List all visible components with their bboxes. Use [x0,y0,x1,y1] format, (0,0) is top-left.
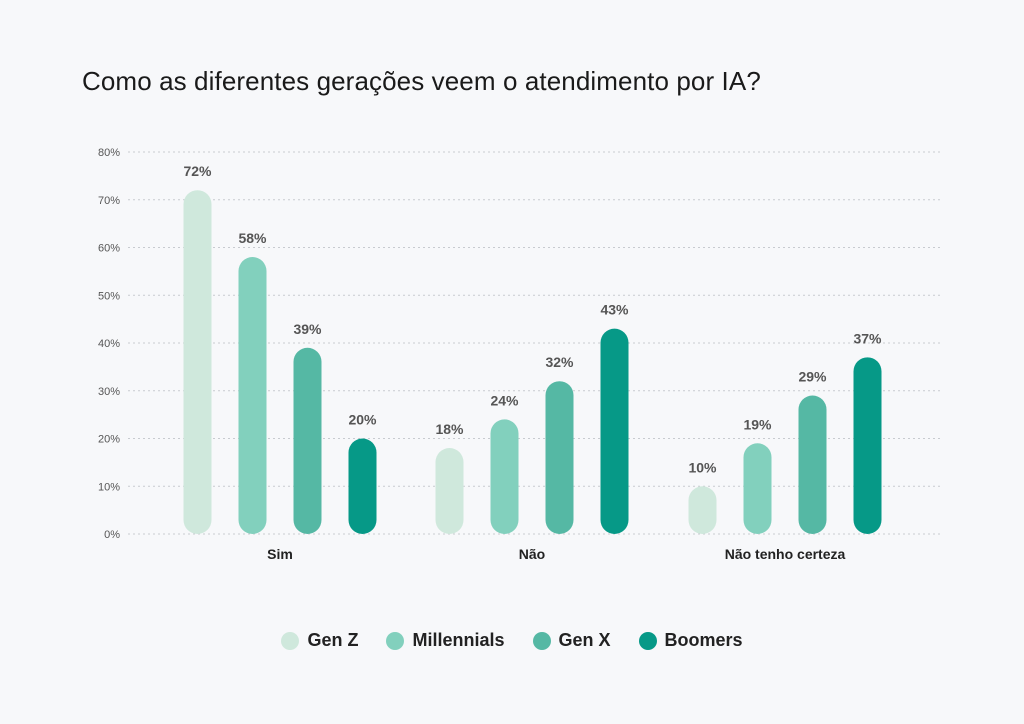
y-tick-label: 30% [98,386,120,398]
data-label: 39% [293,321,322,337]
y-tick-label: 50% [98,290,120,302]
y-tick-label: 70% [98,195,120,207]
bar [348,438,377,534]
bar [545,381,574,534]
y-tick-label: 40% [98,338,120,350]
legend-swatch [638,631,657,650]
y-tick-label: 60% [98,243,120,255]
legend-label: Millennials [412,630,505,650]
legend-label: Gen X [558,630,611,650]
legend-item: Gen X [532,630,611,651]
bar [435,448,464,534]
data-label: 72% [183,163,212,179]
data-label: 32% [545,354,574,370]
legend-swatch [386,631,405,650]
data-label: 24% [490,392,519,408]
legend-swatch [281,631,300,650]
legend: Gen Z Millennials Gen X Boomers [0,630,1024,651]
bar [853,357,882,534]
legend-label: Gen Z [307,630,359,650]
y-tick-label: 20% [98,434,120,446]
bar [600,328,629,534]
data-label: 43% [600,302,629,318]
bar [743,443,772,534]
bar [490,419,519,534]
legend-item: Boomers [638,630,743,651]
bar [798,395,827,534]
data-label: 19% [743,416,772,432]
legend-item: Millennials [386,630,505,651]
data-label: 18% [435,421,464,437]
bar [293,347,322,534]
y-tick-label: 0% [104,529,120,541]
bar [238,257,267,534]
chart-title: Como as diferentes gerações veem o atend… [82,66,761,96]
category-label: Não [519,546,545,562]
category-label: Não tenho certeza [725,546,846,562]
legend-item: Gen Z [281,630,358,651]
legend-label: Boomers [664,630,743,650]
bar [183,190,212,534]
bar [688,486,717,534]
data-label: 20% [348,412,377,428]
data-label: 29% [798,369,827,385]
category-label: Sim [267,546,293,562]
data-label: 37% [853,330,882,346]
data-label: 10% [688,459,717,475]
data-label: 58% [238,230,267,246]
y-tick-label: 80% [98,147,120,159]
legend-swatch [532,631,551,650]
y-tick-label: 10% [98,481,120,493]
